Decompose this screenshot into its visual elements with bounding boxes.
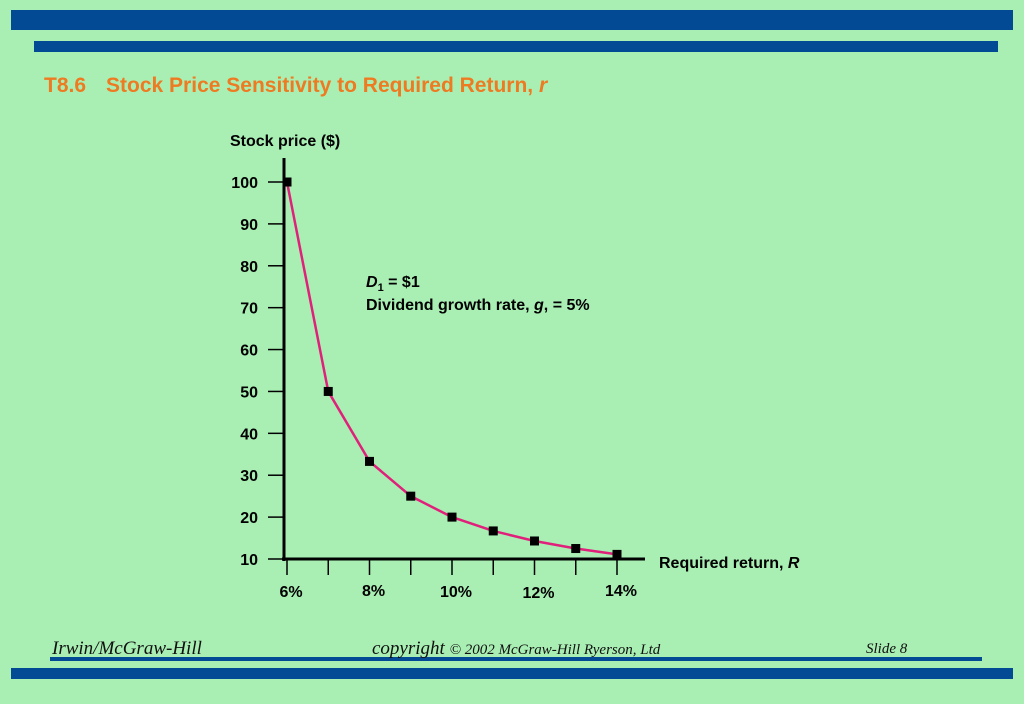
bottom-rule	[50, 657, 982, 661]
data-point-marker	[530, 536, 539, 546]
y-tick-label: 40	[240, 426, 258, 443]
y-tick-label: 10	[240, 552, 258, 569]
x-axis-label-text: Required return,	[659, 555, 783, 572]
series-line	[285, 181, 618, 556]
annotation-d-var: D	[366, 274, 378, 291]
data-point-marker	[323, 386, 333, 396]
data-point-marker	[406, 491, 416, 501]
slide-title-text: Stock Price Sensitivity to Required Retu…	[106, 74, 534, 97]
x-tick-label: 12%	[522, 585, 554, 602]
annotation-growth-var: g	[533, 297, 544, 314]
data-point-marker	[488, 526, 498, 536]
footer-publisher: Irwin/McGraw-Hill	[52, 638, 202, 659]
footer-copyright-rest: © 2002 McGraw-Hill Ryerson, Ltd	[449, 642, 661, 658]
y-tick-label: 30	[240, 468, 258, 485]
y-tick-label: 100	[231, 175, 258, 192]
x-tick-label: 8%	[362, 583, 385, 600]
annotation-growth-pre: Dividend growth rate,	[366, 297, 534, 314]
x-axis-label-variable: R	[788, 555, 800, 572]
annotation-d-sub: 1	[378, 282, 384, 294]
footer-copyright-word: copyright	[372, 638, 445, 659]
footer-slide-number: Slide 8	[866, 641, 908, 657]
slide-title-variable: r	[538, 74, 548, 97]
data-point-marker	[571, 544, 581, 554]
y-tick-label: 50	[240, 384, 258, 401]
annotation-d-value: = $1	[384, 274, 420, 291]
annotation-dividend: D1 = $1	[366, 274, 420, 294]
annotation-growth-post: , = 5%	[544, 297, 590, 314]
y-tick-label: 20	[240, 510, 258, 527]
y-tick-label: 90	[240, 217, 258, 234]
bottom-band	[11, 668, 1013, 679]
x-axis-label: Required return, R	[659, 555, 800, 572]
top-band	[11, 10, 1013, 30]
slide-title: T8.6 Stock Price Sensitivity to Required …	[44, 74, 547, 98]
y-tick-label: 70	[240, 301, 258, 318]
y-tick-label: 80	[240, 259, 258, 276]
data-point-marker	[282, 177, 292, 187]
data-point-marker	[612, 549, 622, 559]
data-point-marker	[365, 456, 374, 466]
footer-copyright: copyright © 2002 McGraw-Hill Ryerson, Lt…	[372, 638, 660, 660]
slide-title-number: T8.6	[44, 74, 87, 97]
x-tick-label: 10%	[440, 584, 472, 601]
data-point-marker	[447, 512, 457, 522]
x-tick-label: 14%	[605, 583, 637, 600]
top-rule	[34, 41, 998, 52]
x-tick-label: 6%	[279, 584, 302, 601]
y-axis-label: Stock price ($)	[230, 133, 340, 150]
y-tick-label: 60	[240, 343, 258, 360]
annotation-growth: Dividend growth rate, g, = 5%	[366, 297, 590, 314]
